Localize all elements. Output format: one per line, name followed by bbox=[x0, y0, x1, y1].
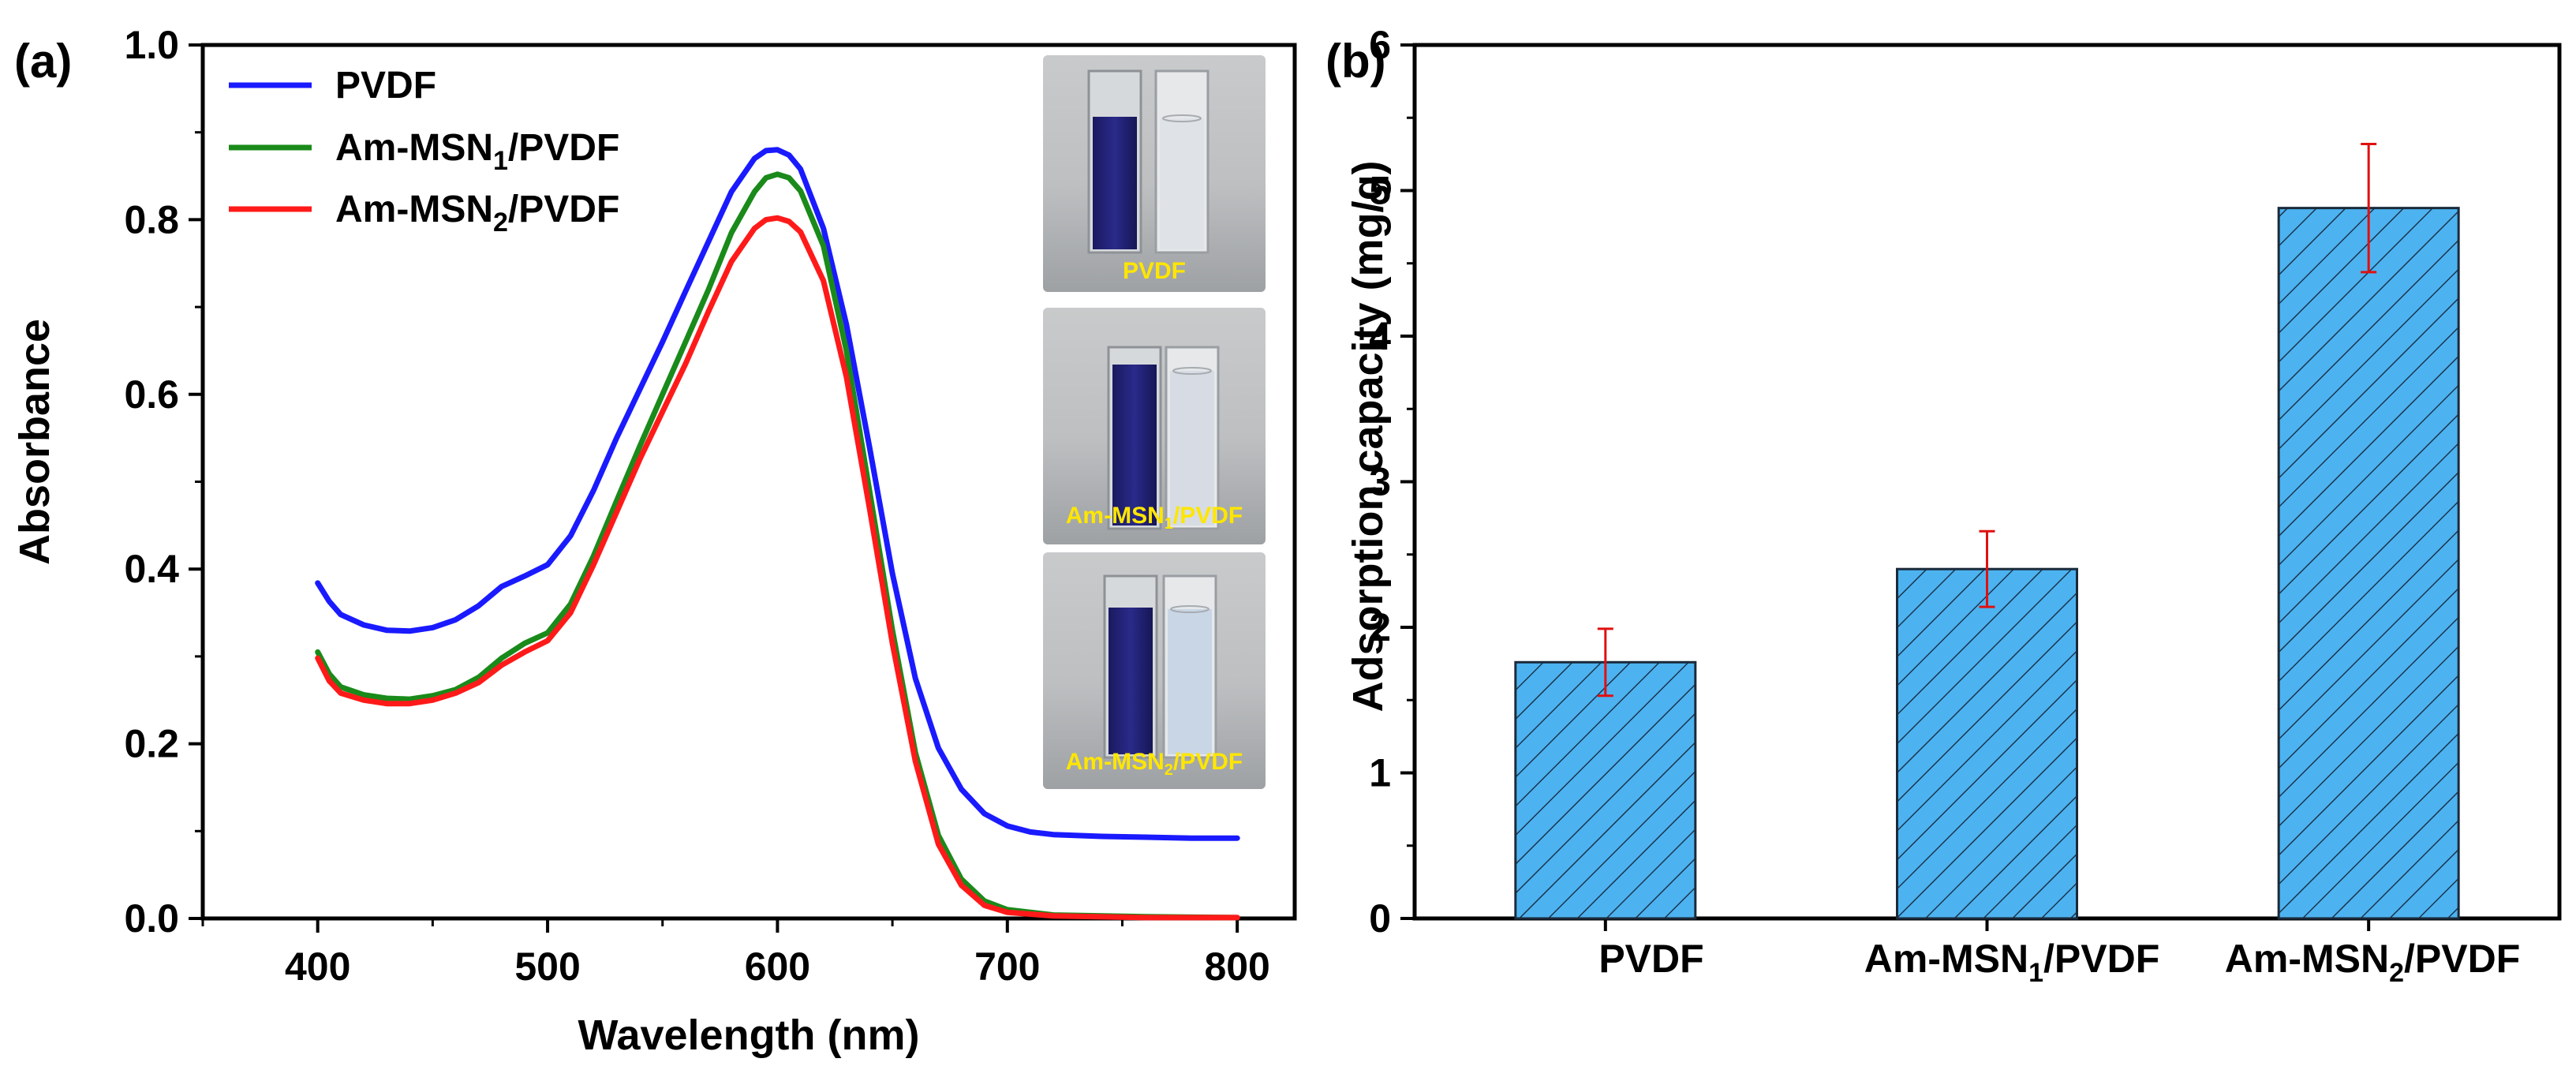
x-category-labels-b: PVDF Am-MSN1/PVDF Am-MSN2/PVDF bbox=[1598, 937, 2520, 988]
y-tick-label-0.2: 0.2 bbox=[124, 722, 179, 766]
solution-am-msn2 bbox=[1168, 609, 1212, 754]
inset-photos: PVDF Am-MSN1/PVDF Am-MSN2/PVDF bbox=[1043, 55, 1266, 789]
inset-caption-pvdf: PVDF bbox=[1123, 258, 1186, 284]
inset-photo-am-msn2: Am-MSN2/PVDF bbox=[1043, 552, 1266, 789]
series-line-am-msn2-pvdf bbox=[315, 215, 1240, 921]
x-tick-label-800: 800 bbox=[1204, 944, 1269, 989]
y-tick-label-b-2: 2 bbox=[1369, 605, 1391, 649]
x-tick-label-700: 700 bbox=[974, 944, 1040, 989]
bar-am-msn1-pvdf bbox=[1896, 567, 2078, 920]
legend-label-am-msn1: Am-MSN1/PVDF bbox=[335, 127, 619, 176]
y-tick-label-b-1: 1 bbox=[1369, 751, 1391, 795]
y-tick-label-b-5: 5 bbox=[1369, 169, 1391, 213]
bar-am-msn2-pvdf bbox=[2277, 207, 2460, 920]
y-tick-label-0.0: 0.0 bbox=[124, 896, 179, 941]
axis-ticks-b bbox=[1400, 43, 2371, 931]
series-line-pvdf bbox=[315, 147, 1240, 841]
y-tick-label-b-4: 4 bbox=[1369, 314, 1391, 358]
y-tick-labels-b: 0 1 2 3 4 5 6 bbox=[1369, 23, 1391, 941]
inset-photo-am-msn1: Am-MSN1/PVDF bbox=[1043, 308, 1266, 544]
absorbance-line-chart: 400 500 600 700 800 0.0 0.2 0.4 0.6 0.8 1.0 Wavel… bbox=[11, 23, 1297, 1059]
y-tick-label-0.4: 0.4 bbox=[124, 547, 179, 591]
x-tick-label-500: 500 bbox=[514, 944, 580, 989]
inset-photo-pvdf: PVDF bbox=[1043, 55, 1266, 292]
category-label-am-msn1: Am-MSN1/PVDF bbox=[1864, 937, 2160, 988]
y-tick-label-b-6: 6 bbox=[1369, 23, 1391, 67]
solution-pvdf bbox=[1160, 118, 1204, 249]
y-tick-label-1.0: 1.0 bbox=[124, 23, 179, 67]
bar-pvdf bbox=[1514, 660, 1697, 920]
legend-label-am-msn2: Am-MSN2/PVDF bbox=[335, 189, 619, 238]
legend-label-pvdf: PVDF bbox=[335, 65, 436, 107]
y-tick-label-0.8: 0.8 bbox=[124, 197, 179, 241]
x-tick-label-600: 600 bbox=[745, 944, 810, 989]
y-tick-label-0.6: 0.6 bbox=[124, 372, 179, 417]
panel-b-label: (b) bbox=[1325, 35, 1386, 88]
y-axis-title-b: Adsorption capacity (mg/g) bbox=[1344, 160, 1392, 712]
inset-caption-am-msn1: Am-MSN1/PVDF bbox=[1066, 503, 1243, 533]
series-lines-a bbox=[315, 147, 1240, 921]
solution-am-msn1 bbox=[1170, 371, 1214, 526]
x-tick-label-400: 400 bbox=[285, 944, 350, 989]
panel-a-label: (a) bbox=[14, 35, 72, 88]
y-axis-title-a: Absorbance bbox=[11, 319, 58, 565]
inset-caption-am-msn2: Am-MSN2/PVDF bbox=[1066, 749, 1243, 779]
bars-b bbox=[1514, 142, 2460, 920]
y-tick-labels-a: 0.0 0.2 0.4 0.6 0.8 1.0 bbox=[124, 23, 179, 941]
y-tick-label-b-3: 3 bbox=[1369, 460, 1391, 504]
legend-a: PVDF Am-MSN1/PVDF Am-MSN2/PVDF bbox=[229, 65, 619, 238]
x-tick-labels-a: 400 500 600 700 800 bbox=[285, 944, 1270, 989]
category-label-pvdf: PVDF bbox=[1598, 937, 1703, 981]
adsorption-bar-chart: 0 1 2 3 4 5 6 PVDF Am-MSN1/PVDF Am-MSN2/PVDF A… bbox=[1344, 23, 2562, 988]
category-label-am-msn2: Am-MSN2/PVDF bbox=[2225, 937, 2521, 988]
x-axis-title-a: Wavelength (nm) bbox=[578, 1012, 919, 1059]
y-tick-label-b-0: 0 bbox=[1369, 896, 1391, 941]
